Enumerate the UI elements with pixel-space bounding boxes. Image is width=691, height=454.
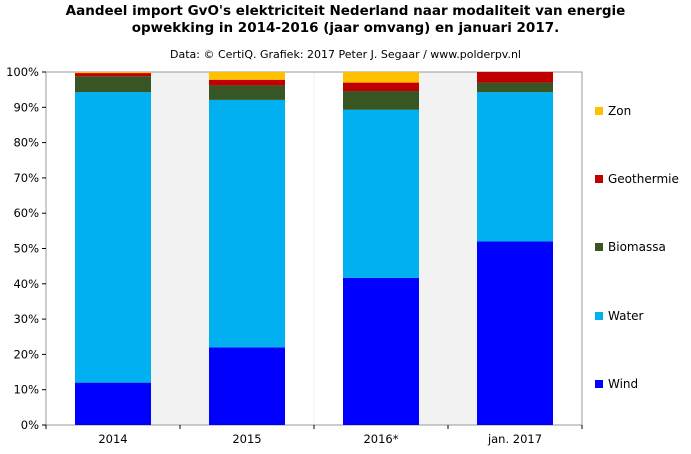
y-tick-label: 30% <box>13 312 39 326</box>
legend-label-wind: Wind <box>608 377 638 391</box>
y-tick-label: 70% <box>13 171 39 185</box>
bar-geothermie-jan-2017 <box>477 72 553 83</box>
legend-label-zon: Zon <box>608 104 631 118</box>
legend-swatch-wind <box>595 380 603 388</box>
bar-biomassa-2015 <box>209 85 285 100</box>
y-tick-label: 90% <box>13 100 39 114</box>
x-tick-label: 2016* <box>363 432 398 446</box>
bar-zon-2015 <box>209 72 285 80</box>
chart-title-line-2: opwekking in 2014-2016 (jaar omvang) en … <box>131 20 560 36</box>
plot-band-right <box>553 72 582 425</box>
bar-water-2014 <box>75 92 151 383</box>
bar-wind-2015 <box>209 347 285 425</box>
y-tick-label: 40% <box>13 277 39 291</box>
legend-label-water: Water <box>608 309 644 323</box>
bar-geothermie-2014 <box>75 73 151 77</box>
bar-wind-jan-2017 <box>477 241 553 425</box>
plot-band-right <box>285 72 314 425</box>
bar-water-2016- <box>343 109 419 278</box>
plot-band-right <box>419 72 448 425</box>
plot-band-right <box>151 72 180 425</box>
chart-title: Aandeel import GvO's elektriciteit Neder… <box>0 3 691 37</box>
bar-zon-2014 <box>75 72 151 74</box>
plot-band-left <box>46 72 76 425</box>
bar-water-2015 <box>209 99 285 348</box>
bar-biomassa-2014 <box>75 76 151 93</box>
bar-wind-2016- <box>343 277 419 425</box>
x-tick-label: jan. 2017 <box>487 432 542 446</box>
y-tick-label: 0% <box>21 418 39 432</box>
y-tick-label: 10% <box>13 383 39 397</box>
bar-biomassa-2016- <box>343 91 419 110</box>
plot-band-left <box>448 72 478 425</box>
bar-biomassa-jan-2017 <box>477 82 553 93</box>
y-tick-label: 20% <box>13 347 39 361</box>
y-tick-label: 50% <box>13 242 39 256</box>
y-tick-label: 100% <box>6 65 39 79</box>
x-tick-label: 2014 <box>98 432 127 446</box>
x-tick-label: 2015 <box>232 432 261 446</box>
bar-zon-2016- <box>343 72 419 83</box>
bar-wind-2014 <box>75 382 151 425</box>
legend-label-geothermie: Geothermie <box>608 172 679 186</box>
chart-subtitle: Data: © CertiQ. Grafiek: 2017 Peter J. S… <box>170 48 521 61</box>
legend-swatch-water <box>595 312 603 320</box>
bar-geothermie-2015 <box>209 79 285 86</box>
legend-swatch-biomassa <box>595 243 603 251</box>
bar-geothermie-2016- <box>343 82 419 92</box>
plot-band-left <box>314 72 344 425</box>
legend-swatch-zon <box>595 107 603 115</box>
y-tick-label: 60% <box>13 206 39 220</box>
legend-swatch-geothermie <box>595 175 603 183</box>
chart-title-line-1: Aandeel import GvO's elektriciteit Neder… <box>65 3 626 19</box>
y-tick-label: 80% <box>13 136 39 150</box>
bar-water-jan-2017 <box>477 92 553 242</box>
legend-label-biomassa: Biomassa <box>608 240 666 254</box>
plot-band-left <box>180 72 210 425</box>
